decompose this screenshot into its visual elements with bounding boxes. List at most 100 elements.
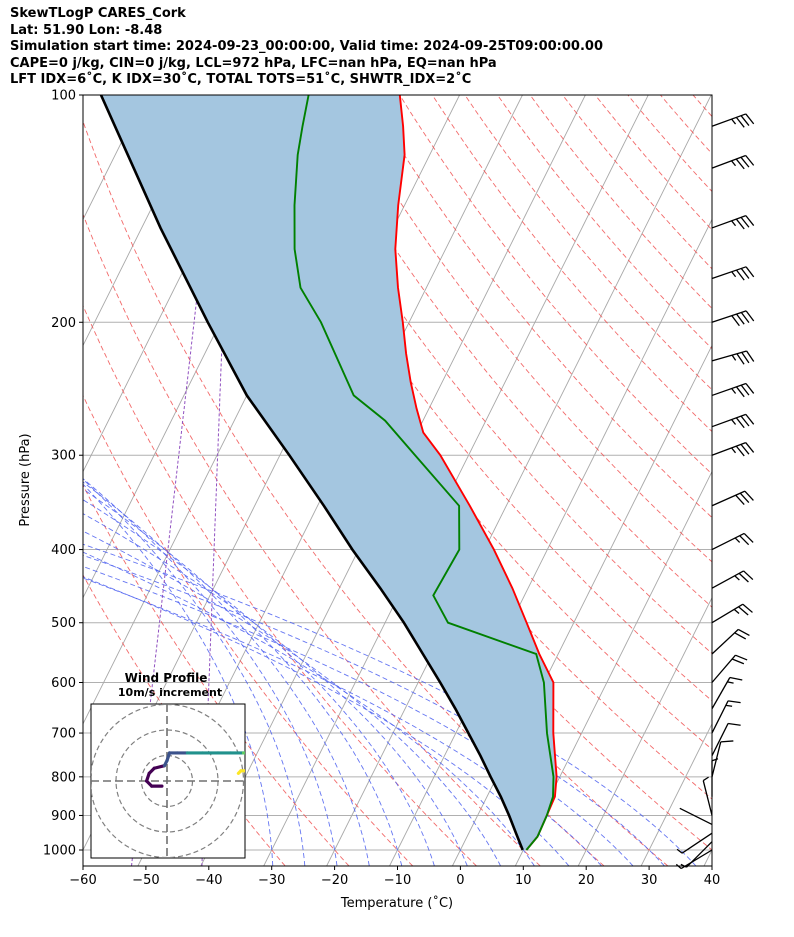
x-tick-label: −60 [69,873,96,888]
wind-barb [702,776,713,816]
hodograph-title: Wind Profile [125,671,208,685]
dry-adiabat [366,95,712,519]
wind-barb [711,350,755,365]
mixing-ratio-line [201,95,232,866]
moist-adiabat [83,566,634,866]
x-tick-label: 40 [704,873,721,888]
wind-barb [711,382,755,398]
moist-adiabat [83,543,697,866]
hodograph-segment [269,761,274,766]
dry-adiabat [83,304,477,866]
x-tick-label: −20 [321,873,348,888]
dry-adiabat [692,95,712,118]
wind-barb [711,722,741,756]
mixing-ratio-line [131,95,221,866]
wind-barb [711,310,755,327]
isotherm [577,596,712,866]
cin-shaded-area [101,95,557,850]
y-tick-label: 400 [51,543,76,558]
wind-barb [676,832,713,854]
x-tick-label: −10 [384,873,411,888]
dry-adiabat [758,95,794,866]
x-tick-label: 20 [578,873,595,888]
wind-barb [711,603,753,624]
moist-adiabat [83,513,468,866]
wind-barb [711,490,754,507]
y-tick-label: 800 [51,770,76,785]
isotherm [514,470,712,866]
wind-barb [679,807,713,826]
wind-barb [711,628,750,655]
moist-adiabat [83,478,306,866]
isotherm [326,95,712,866]
wind-barb [680,841,713,868]
y-axis-label: Pressure (hPa) [18,433,33,526]
dry-adiabat [268,95,712,655]
x-tick-label: −30 [258,873,285,888]
wind-barb [711,654,748,683]
moist-adiabat [83,551,535,866]
dry-adiabat [334,95,712,563]
indices-line-1: CAPE=0 j/kg, CIN=0 j/kg, LCL=972 hPa, LF… [10,55,497,71]
hodograph-segment [236,769,243,775]
x-tick-label: 0 [456,873,464,888]
time-line: Simulation start time: 2024-09-23_00:00:… [10,39,603,54]
y-tick-label: 100 [51,89,76,104]
y-tick-label: 300 [51,449,76,464]
x-tick-label: 10 [515,873,532,888]
dry-adiabat [726,95,794,866]
dry-adiabat [83,120,605,866]
indices-line-2: LFT IDX=6˚C, K IDX=30˚C, TOTAL TOTS=51˚C… [10,72,472,87]
dry-adiabat [236,95,712,702]
wind-barb [675,849,713,870]
y-tick-label: 200 [51,316,76,331]
wind-barb [711,113,755,128]
wind-barb [711,441,755,457]
isotherm [0,95,19,866]
hodograph-segment [269,756,274,761]
dry-adiabat [83,484,350,866]
y-tick-label: 700 [51,727,76,742]
dry-adiabat [301,95,712,608]
dry-adiabat [627,95,712,193]
dry-adiabat [83,213,541,866]
moist-adiabat [83,554,665,866]
moist-adiabat [83,488,403,866]
x-tick-label: −40 [195,873,222,888]
wind-barb [711,266,755,281]
wind-barb [711,700,741,734]
hodograph-subtitle: 10m/s increment [118,686,222,699]
y-tick-label: 900 [51,809,76,824]
y-tick-label: 1000 [43,844,76,859]
y-tick-label: 500 [51,616,76,631]
chart-header: SkewTLogP CARES_Cork Lat: 51.90 Lon: -8.… [10,6,603,89]
x-tick-label: 30 [641,873,658,888]
hodograph-ring [91,704,245,858]
moist-adiabat [83,530,502,866]
hodograph-segment [259,753,269,756]
dry-adiabat [399,95,712,475]
isotherm [0,95,82,866]
dry-adiabat [660,95,712,155]
location-line: Lat: 51.90 Lon: -8.48 [10,22,163,38]
wind-barb [711,532,754,551]
isotherm [703,848,712,866]
wind-barb [711,215,755,230]
hodograph-segment [152,764,167,770]
wind-barb [711,413,755,429]
isotherm [83,95,209,347]
dry-adiabat [203,95,712,750]
dry-adiabat [83,394,414,866]
moist-adiabat [83,481,370,866]
dry-adiabat [594,95,712,231]
moist-adiabat [83,577,602,866]
chart-title: SkewTLogP CARES_Cork [10,6,186,21]
wind-barb [711,570,754,589]
moist-adiabat [83,499,435,866]
wind-barb [711,676,743,710]
dry-adiabat [529,95,712,310]
temperature-line [394,95,558,851]
dewpoint-line [293,95,555,851]
x-axis-label: Temperature (˚C) [340,895,453,911]
